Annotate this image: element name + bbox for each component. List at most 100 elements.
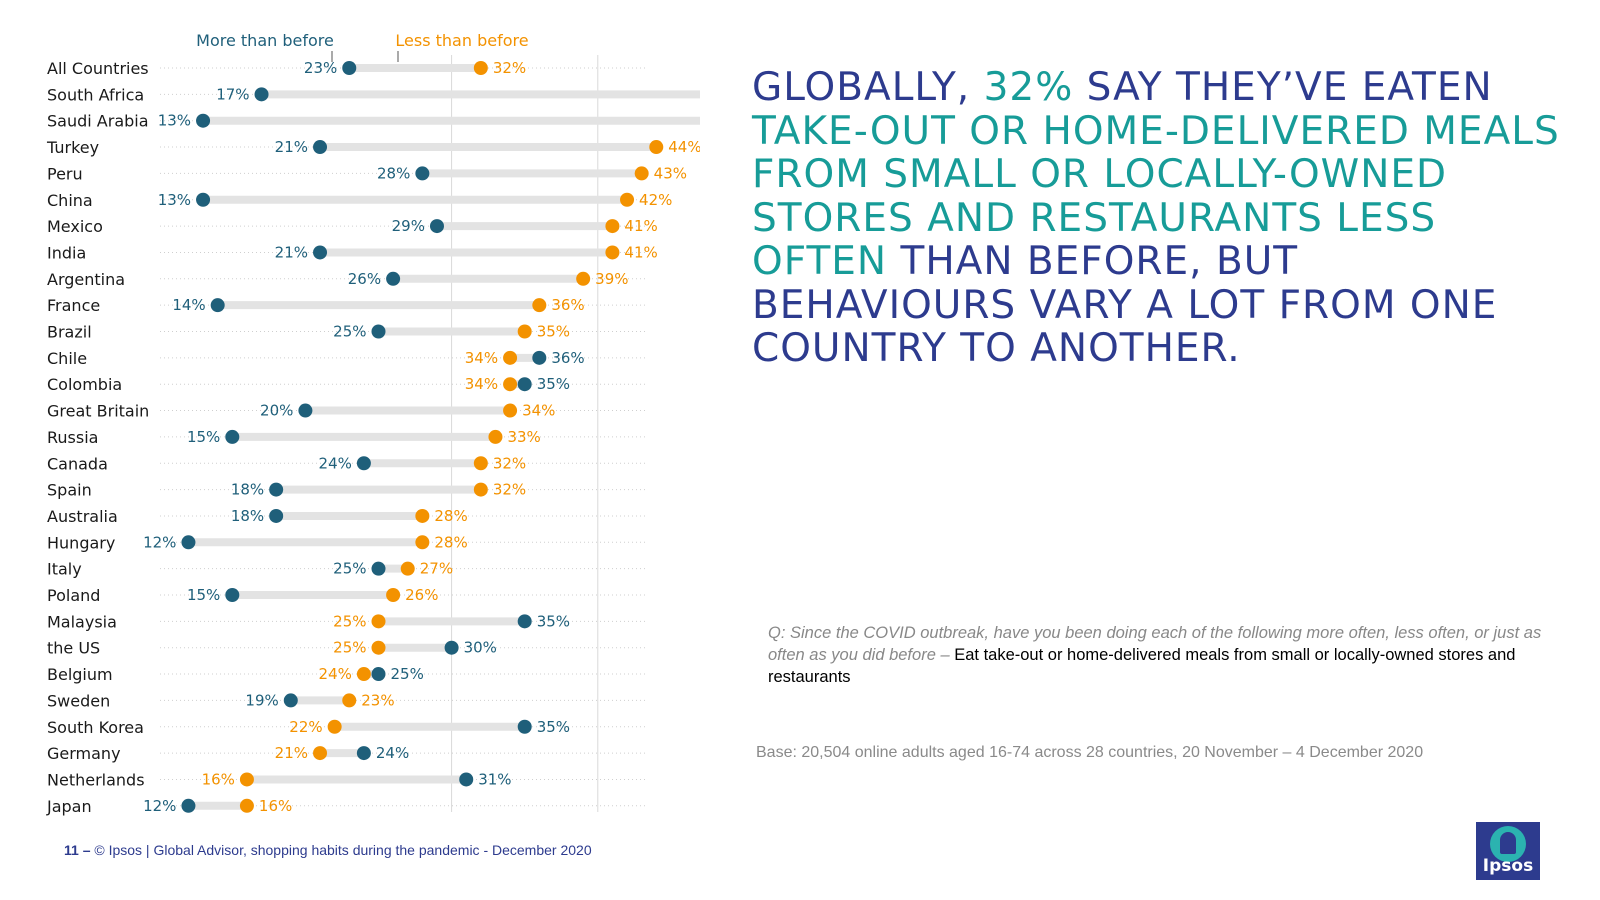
category-label: Colombia [47,375,122,394]
value-label: 42% [639,191,672,209]
less-dot [313,746,328,761]
more-dot [356,456,371,471]
less-dot [503,403,518,418]
value-label: 21% [275,138,308,156]
less-dot [371,614,386,629]
headline-part-5: THAN BEFORE, BUT BEHAVIOURS VARY A LOT F… [752,239,1498,371]
category-label: Argentina [47,270,125,289]
value-label: 22% [289,718,322,736]
less-dot [415,535,430,550]
value-label: 18% [231,507,264,525]
less-dot [473,482,488,497]
category-label: Germany [47,744,121,763]
less-dot [532,298,547,313]
value-label: 23% [361,691,394,709]
less-dot [356,667,371,682]
more-dot [298,403,313,418]
less-dot [576,271,591,286]
value-label: 25% [333,612,366,630]
more-dot [371,667,386,682]
legend-less-before: Less than before [395,31,528,50]
value-label: 36% [551,296,584,314]
value-label: 31% [478,770,511,788]
value-label: 23% [304,59,337,77]
category-label: Turkey [46,138,99,157]
more-dot [254,87,269,102]
value-label: 44% [668,138,700,156]
more-dot [517,614,532,629]
more-dot [313,140,328,155]
more-dot [459,772,474,787]
more-dot [269,508,284,523]
category-label: Saudi Arabia [47,112,149,131]
value-label: 21% [275,243,308,261]
more-dot [386,271,401,286]
value-label: 12% [143,533,176,551]
more-dot [371,324,386,339]
category-label: Peru [47,164,83,183]
value-label: 25% [333,323,366,341]
value-label: 29% [392,217,425,235]
less-dot [605,245,620,260]
value-label: 35% [537,375,570,393]
category-label: Netherlands [47,770,145,789]
more-dot [181,535,196,550]
category-label: Chile [47,349,87,368]
value-label: 30% [464,639,497,657]
value-label: 35% [537,323,570,341]
value-label: 24% [376,744,409,762]
value-label: 16% [202,770,235,788]
logo-text: Ipsos [1482,856,1534,876]
value-label: 34% [465,349,498,367]
more-dot [196,113,211,128]
value-label: 15% [187,428,220,446]
value-label: 26% [348,270,381,288]
value-label: 20% [260,402,293,420]
less-dot [620,192,635,207]
category-label: Russia [47,428,98,447]
footer-text: © Ipsos | Global Advisor, shopping habit… [90,842,592,858]
more-dot [313,245,328,260]
less-dot [649,140,664,155]
category-label: China [47,191,93,210]
category-label: Poland [47,586,100,605]
value-label: 36% [551,349,584,367]
value-label: 32% [493,481,526,499]
category-label: Belgium [47,665,113,684]
value-label: 39% [595,270,628,288]
value-label: 24% [319,454,352,472]
value-label: 25% [333,560,366,578]
value-label: 27% [420,560,453,578]
value-label: 34% [465,375,498,393]
value-label: 35% [537,612,570,630]
less-dot [239,772,254,787]
category-label: Hungary [47,533,115,552]
value-label: 14% [172,296,205,314]
value-label: 15% [187,586,220,604]
category-label: South Korea [47,718,144,737]
less-dot [634,166,649,181]
more-dot [415,166,430,181]
less-dot [327,719,342,734]
less-dot [605,219,620,234]
more-dot [283,693,298,708]
headline: GLOBALLY, 32% SAY THEY’VE EATEN TAKE-OUT… [752,66,1572,371]
legend-more-before: More than before [196,31,334,50]
headline-highlight-percent: 32% [983,65,1074,110]
base-note: Base: 20,504 online adults aged 16-74 ac… [756,744,1424,761]
category-label: Malaysia [47,612,117,631]
less-dot [503,350,518,365]
more-dot [429,219,444,234]
question-prefix: Q: Since the COVID outbreak, have you be… [768,624,1542,664]
category-label: India [47,243,86,262]
value-label: 41% [624,243,657,261]
category-label: Great Britain [47,402,149,421]
category-label: South Africa [47,85,144,104]
value-label: 28% [377,164,410,182]
category-label: Italy [47,560,82,579]
more-dot [269,482,284,497]
logo-head-mark [1500,832,1516,854]
more-dot [196,192,211,207]
more-dot [342,61,357,75]
less-dot [371,640,386,655]
